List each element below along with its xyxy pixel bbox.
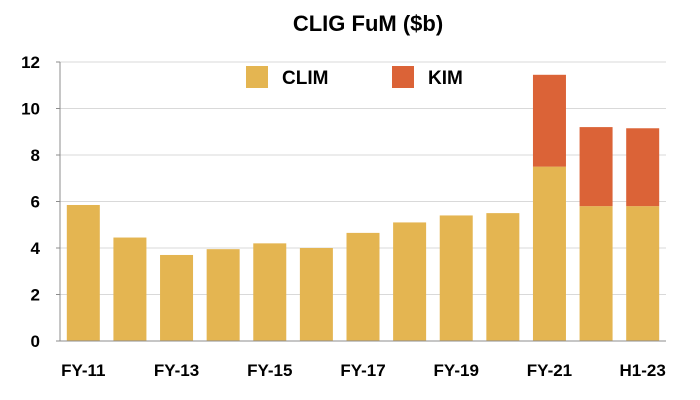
y-tick-label: 0: [31, 332, 40, 351]
y-tick-labels: 0 2 4 6 8 10 12: [21, 53, 40, 351]
x-tick-label: FY-15: [247, 361, 292, 380]
y-tick-label: 4: [31, 239, 41, 258]
bar-clim-fy-16: [299, 248, 333, 341]
y-tick-label: 10: [21, 100, 40, 119]
bar-clim-fy-21: [532, 166, 566, 341]
bars: [66, 74, 660, 341]
bar-kim-h1-23: [626, 128, 660, 207]
bar-clim-fy-13: [160, 254, 194, 341]
chart-title: CLIG FuM ($b): [293, 11, 443, 36]
bar-clim-fy-12: [113, 237, 147, 341]
bar-clim-h1-23: [626, 206, 660, 341]
bar-clim-fy-19: [439, 215, 473, 341]
y-tick-label: 12: [21, 53, 40, 72]
y-tick-label: 8: [31, 146, 40, 165]
bar-clim-fy-20: [486, 213, 520, 341]
x-tick-label: FY-21: [527, 361, 572, 380]
legend-swatch-kim: [392, 66, 414, 88]
bar-clim-fy-22: [579, 206, 613, 341]
bar-clim-fy-15: [253, 243, 287, 341]
legend: CLIM KIM: [246, 66, 463, 89]
bar-clim-fy-17: [346, 232, 380, 341]
axes: [56, 61, 666, 342]
x-tick-label: FY-19: [434, 361, 479, 380]
x-tick-label: FY-11: [61, 361, 105, 380]
bar-kim-fy-21: [532, 74, 566, 167]
bar-clim-fy-14: [206, 249, 240, 341]
bar-clim-fy-11: [66, 204, 100, 341]
x-tick-label: FY-13: [154, 361, 199, 380]
y-tick-label: 6: [31, 193, 40, 212]
bar-kim-fy-22: [579, 127, 613, 207]
legend-label-kim: KIM: [428, 68, 463, 89]
x-tick-label: FY-17: [340, 361, 385, 380]
y-tick-label: 2: [31, 286, 40, 305]
legend-swatch-clim: [246, 66, 268, 88]
x-tick-labels: FY-11 FY-13 FY-15 FY-17 FY-19 FY-21 H1-23: [61, 361, 666, 380]
x-tick-label: H1-23: [620, 361, 666, 380]
bar-clim-fy-18: [393, 222, 427, 341]
legend-label-clim: CLIM: [282, 68, 328, 89]
